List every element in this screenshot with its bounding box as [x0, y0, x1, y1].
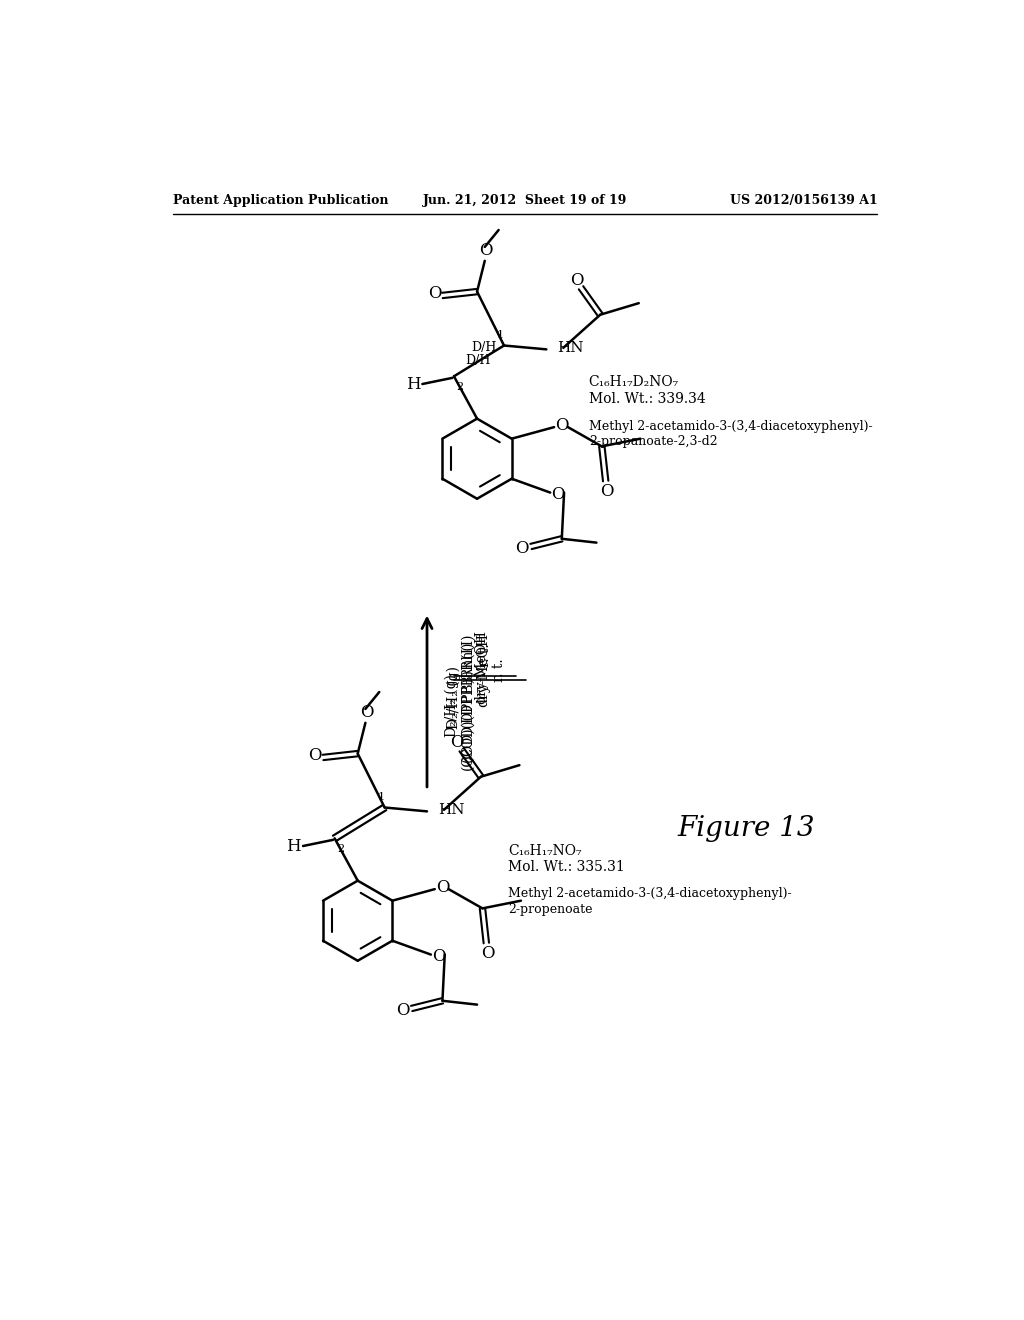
Text: r. t.: r. t. — [478, 643, 492, 667]
Text: O: O — [515, 540, 528, 557]
Text: O: O — [432, 948, 445, 965]
Text: O: O — [551, 486, 564, 503]
Text: dry-MeOH: dry-MeOH — [476, 634, 490, 708]
Text: C₁₆H₁₇D₂NO₇: C₁₆H₁₇D₂NO₇ — [589, 375, 679, 388]
Text: O: O — [479, 242, 493, 259]
Text: US 2012/0156139 A1: US 2012/0156139 A1 — [730, 194, 878, 207]
Text: HN: HN — [557, 341, 584, 355]
Text: O: O — [360, 704, 374, 721]
Text: D₂/H₂ (g): D₂/H₂ (g) — [446, 665, 461, 729]
Text: Patent Application Publication: Patent Application Publication — [173, 194, 388, 207]
Text: D/H: D/H — [472, 341, 497, 354]
Text: H: H — [406, 375, 421, 392]
Text: 2: 2 — [457, 381, 464, 392]
Text: O: O — [600, 483, 614, 500]
Text: r. t.: r. t. — [492, 659, 506, 682]
Text: Mol. Wt.: 335.31: Mol. Wt.: 335.31 — [508, 859, 625, 874]
Text: Methyl 2-acetamido-3-(3,4-diacetoxyphenyl)-: Methyl 2-acetamido-3-(3,4-diacetoxypheny… — [589, 420, 872, 433]
Text: O: O — [308, 747, 323, 764]
Text: Methyl 2-acetamido-3-(3,4-diacetoxyphenyl)-: Methyl 2-acetamido-3-(3,4-diacetoxypheny… — [508, 887, 792, 900]
Text: 2-propenoate: 2-propenoate — [508, 903, 592, 916]
Text: HN: HN — [438, 803, 464, 817]
Text: D/H: D/H — [466, 354, 490, 367]
Text: C₁₆H₁₇NO₇: C₁₆H₁₇NO₇ — [508, 845, 582, 858]
Text: 1: 1 — [377, 792, 384, 801]
Text: Figure 13: Figure 13 — [678, 814, 815, 842]
Text: (COD)(DPPB)Rh(I): (COD)(DPPB)Rh(I) — [460, 640, 474, 770]
Text: dry-MeOH: dry-MeOH — [474, 630, 487, 704]
Text: O: O — [481, 945, 495, 962]
Text: O: O — [435, 879, 450, 896]
Text: O: O — [451, 734, 464, 751]
Text: O: O — [569, 272, 583, 289]
Text: (COD)(DPPB)Rh(I): (COD)(DPPB)Rh(I) — [460, 632, 474, 762]
Text: H: H — [287, 837, 301, 854]
Text: O: O — [428, 285, 441, 302]
Text: D₂/H₂ (g): D₂/H₂ (g) — [444, 673, 459, 737]
Text: O: O — [395, 1002, 410, 1019]
Text: Jun. 21, 2012  Sheet 19 of 19: Jun. 21, 2012 Sheet 19 of 19 — [423, 194, 627, 207]
Text: O: O — [555, 417, 568, 434]
Text: 1: 1 — [497, 330, 504, 339]
Text: Mol. Wt.: 339.34: Mol. Wt.: 339.34 — [589, 392, 706, 405]
Text: 2-propanoate-2,3-d2: 2-propanoate-2,3-d2 — [589, 436, 718, 449]
Text: 2: 2 — [337, 843, 344, 854]
